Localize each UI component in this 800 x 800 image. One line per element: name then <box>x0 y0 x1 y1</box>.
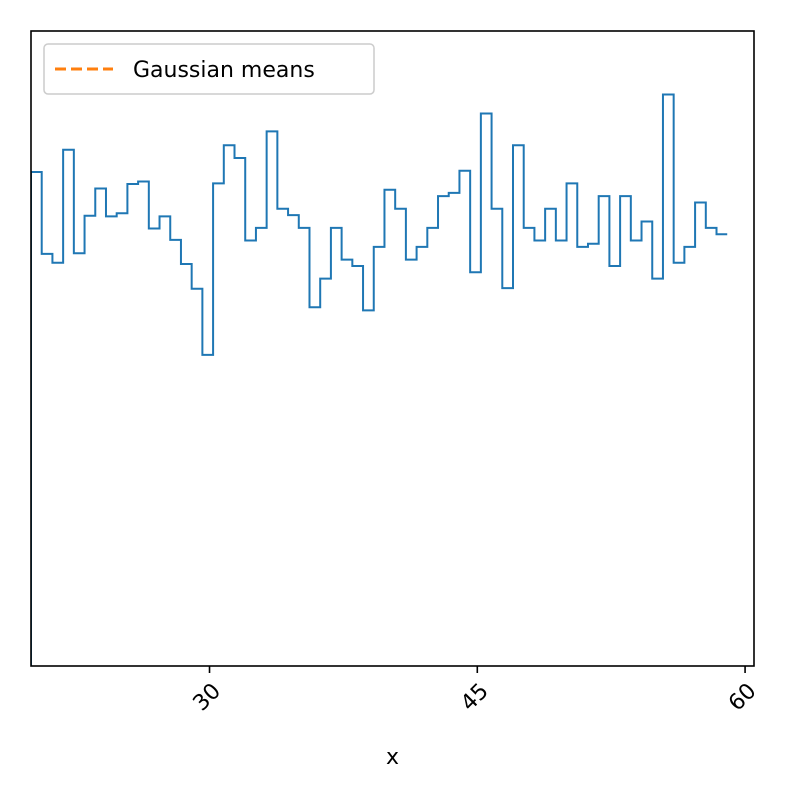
histogram-step-line <box>31 93 728 666</box>
axes-frame <box>30 30 755 667</box>
plot-area <box>31 93 728 666</box>
x-axis-label: x <box>386 745 399 770</box>
legend-label: Gaussian means <box>133 58 315 83</box>
legend: Gaussian means <box>43 43 375 95</box>
legend-box <box>43 43 375 95</box>
